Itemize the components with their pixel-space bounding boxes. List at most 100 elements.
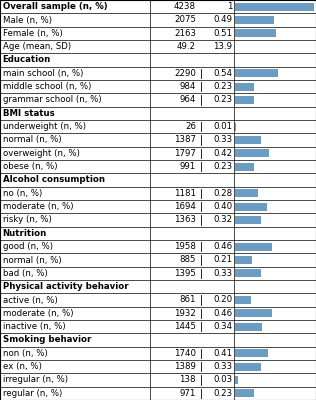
Text: 0.23: 0.23 (213, 82, 232, 91)
Text: 984: 984 (179, 82, 196, 91)
Text: 964: 964 (179, 96, 196, 104)
Bar (235, 69, 278, 77)
Text: 4238: 4238 (174, 2, 196, 11)
Text: 0.23: 0.23 (213, 389, 232, 398)
Text: non (n, %): non (n, %) (3, 349, 47, 358)
Bar (235, 16, 274, 24)
Bar (235, 309, 272, 317)
Text: 991: 991 (180, 162, 196, 171)
Text: 2163: 2163 (174, 29, 196, 38)
Bar (235, 256, 252, 264)
Text: 0.20: 0.20 (213, 296, 232, 304)
Bar (235, 296, 251, 304)
Text: 1740: 1740 (174, 349, 196, 358)
Text: 0.33: 0.33 (213, 269, 232, 278)
Bar (235, 203, 267, 211)
Text: 0.49: 0.49 (213, 16, 232, 24)
Text: inactive (n, %): inactive (n, %) (3, 322, 65, 331)
Text: 0.41: 0.41 (213, 349, 232, 358)
Text: irregular (n, %): irregular (n, %) (3, 376, 68, 384)
Text: no (n, %): no (n, %) (3, 189, 42, 198)
Text: 861: 861 (179, 296, 196, 304)
Text: 0.28: 0.28 (213, 189, 232, 198)
Text: 0.21: 0.21 (213, 256, 232, 264)
Bar (235, 323, 262, 331)
Bar (235, 163, 253, 171)
Text: 0.01: 0.01 (213, 122, 232, 131)
Text: 0.46: 0.46 (213, 242, 232, 251)
Text: 1387: 1387 (174, 136, 196, 144)
Bar (235, 3, 314, 11)
Text: 1395: 1395 (174, 269, 196, 278)
Text: normal (n, %): normal (n, %) (3, 136, 61, 144)
Bar (235, 136, 262, 144)
Bar (235, 149, 269, 157)
Text: Male (n, %): Male (n, %) (3, 16, 52, 24)
Text: Education: Education (3, 56, 51, 64)
Text: 1: 1 (227, 2, 232, 11)
Text: underweight (n, %): underweight (n, %) (3, 122, 86, 131)
Bar (235, 243, 272, 251)
Text: 885: 885 (179, 256, 196, 264)
Text: 0.40: 0.40 (213, 202, 232, 211)
Text: 0.33: 0.33 (213, 136, 232, 144)
Text: 49.2: 49.2 (177, 42, 196, 51)
Bar (235, 29, 276, 37)
Text: 0.23: 0.23 (213, 96, 232, 104)
Text: 2075: 2075 (174, 16, 196, 24)
Text: 26: 26 (185, 122, 196, 131)
Text: obese (n, %): obese (n, %) (3, 162, 57, 171)
Text: 1958: 1958 (174, 242, 196, 251)
Text: Female (n, %): Female (n, %) (3, 29, 62, 38)
Bar (235, 269, 262, 277)
Text: 1363: 1363 (174, 216, 196, 224)
Text: 0.03: 0.03 (213, 376, 232, 384)
Text: main school (n, %): main school (n, %) (3, 69, 83, 78)
Text: 1389: 1389 (174, 362, 196, 371)
Text: 1932: 1932 (174, 309, 196, 318)
Text: 971: 971 (179, 389, 196, 398)
Text: good (n, %): good (n, %) (3, 242, 52, 251)
Bar (235, 376, 238, 384)
Text: Nutrition: Nutrition (3, 229, 47, 238)
Text: Physical activity behavior: Physical activity behavior (3, 282, 128, 291)
Bar (235, 349, 268, 357)
Text: active (n, %): active (n, %) (3, 296, 57, 304)
Text: moderate (n, %): moderate (n, %) (3, 309, 73, 318)
Text: ex (n, %): ex (n, %) (3, 362, 41, 371)
Text: bad (n, %): bad (n, %) (3, 269, 47, 278)
Bar (235, 189, 258, 197)
Text: 1181: 1181 (174, 189, 196, 198)
Text: 0.33: 0.33 (213, 362, 232, 371)
Text: 0.23: 0.23 (213, 162, 232, 171)
Text: 0.32: 0.32 (213, 216, 232, 224)
Text: Age (mean, SD): Age (mean, SD) (3, 42, 71, 51)
Bar (235, 363, 262, 371)
Text: Overall sample (n, %): Overall sample (n, %) (3, 2, 107, 11)
Bar (235, 389, 253, 397)
Text: 0.34: 0.34 (213, 322, 232, 331)
Text: 0.42: 0.42 (213, 149, 232, 158)
Text: 0.46: 0.46 (213, 309, 232, 318)
Text: middle school (n, %): middle school (n, %) (3, 82, 91, 91)
Text: Smoking behavior: Smoking behavior (3, 336, 91, 344)
Text: BMI status: BMI status (3, 109, 54, 118)
Bar (235, 216, 261, 224)
Text: grammar school (n, %): grammar school (n, %) (3, 96, 101, 104)
Text: regular (n, %): regular (n, %) (3, 389, 62, 398)
Text: normal (n, %): normal (n, %) (3, 256, 61, 264)
Text: moderate (n, %): moderate (n, %) (3, 202, 73, 211)
Text: 0.51: 0.51 (213, 29, 232, 38)
Text: Alcohol consumption: Alcohol consumption (3, 176, 105, 184)
Text: 1445: 1445 (174, 322, 196, 331)
Text: 13.9: 13.9 (213, 42, 232, 51)
Bar (235, 123, 236, 131)
Bar (235, 96, 253, 104)
Text: overweight (n, %): overweight (n, %) (3, 149, 79, 158)
Text: 2290: 2290 (174, 69, 196, 78)
Text: 1694: 1694 (174, 202, 196, 211)
Text: 0.54: 0.54 (213, 69, 232, 78)
Text: 138: 138 (179, 376, 196, 384)
Text: 1797: 1797 (174, 149, 196, 158)
Text: risky (n, %): risky (n, %) (3, 216, 51, 224)
